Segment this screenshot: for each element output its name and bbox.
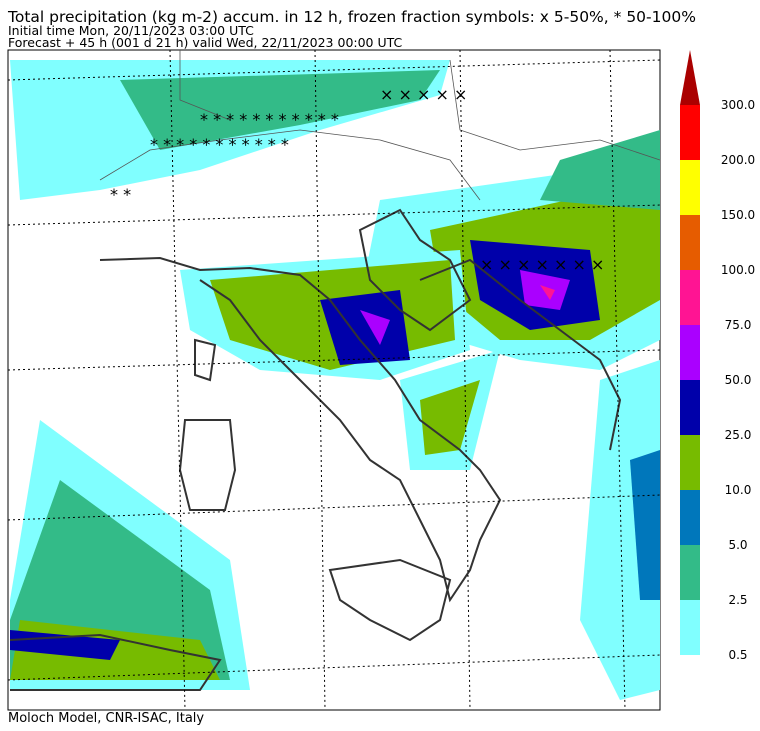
- colorbar-label: 10.0: [725, 483, 752, 497]
- colorbar-label: 300.0: [721, 98, 755, 112]
- colorbar-band: [680, 105, 700, 160]
- svg-text:× × × × × × ×: × × × × × × ×: [480, 255, 604, 274]
- colorbar-label: 2.5: [728, 593, 747, 607]
- colorbar-label: 5.0: [728, 538, 747, 552]
- colorbar-band: [680, 325, 700, 380]
- colorbar-label: 100.0: [721, 263, 755, 277]
- colorbar-band: [680, 490, 700, 545]
- colorbar-label: 200.0: [721, 153, 755, 167]
- title: Total precipitation (kg m-2) accum. in 1…: [7, 8, 696, 26]
- colorbar-label: 150.0: [721, 208, 755, 222]
- colorbar-label: 75.0: [725, 318, 752, 332]
- forecast-time: Forecast + 45 h (001 d 21 h) valid Wed, …: [8, 35, 403, 50]
- colorbar-band: [680, 215, 700, 270]
- colorbar-band: [680, 380, 700, 435]
- initial-time: Initial time Mon, 20/11/2023 03:00 UTC: [8, 23, 254, 38]
- colorbar-label: 25.0: [725, 428, 752, 442]
- coastlines: [9, 208, 622, 691]
- footer: Moloch Model, CNR-ISAC, Italy: [8, 711, 204, 726]
- borders: [99, 50, 661, 201]
- colorbar-band: [680, 545, 700, 600]
- svg-text:* *: * *: [110, 185, 131, 204]
- graticule: [7, 49, 661, 711]
- colorbar: 0.5 2.5 5.0 10.0 25.0 50.0 75.0 100.0 150.0 200.0…: [680, 50, 755, 662]
- colorbar-label: 0.5: [728, 648, 747, 662]
- map-area: * * * * * * * * * * * * * * * * * * * * …: [7, 49, 661, 711]
- svg-text:× × × × ×: × × × × ×: [380, 85, 467, 104]
- frozen-symbols: * * * * * * * * * * * * * * * * * * * * …: [110, 85, 604, 274]
- colorbar-band: [680, 270, 700, 325]
- colorbar-label: 50.0: [725, 373, 752, 387]
- colorbar-arrow: [680, 50, 700, 105]
- colorbar-band: [680, 160, 700, 215]
- colorbar-band: [680, 600, 700, 655]
- svg-text:* * * * * * * * * * *: * * * * * * * * * * *: [150, 135, 289, 154]
- svg-text:* * * * * * * * * * *: * * * * * * * * * * *: [200, 110, 339, 129]
- precipitation-fields: [10, 60, 660, 700]
- colorbar-band: [680, 435, 700, 490]
